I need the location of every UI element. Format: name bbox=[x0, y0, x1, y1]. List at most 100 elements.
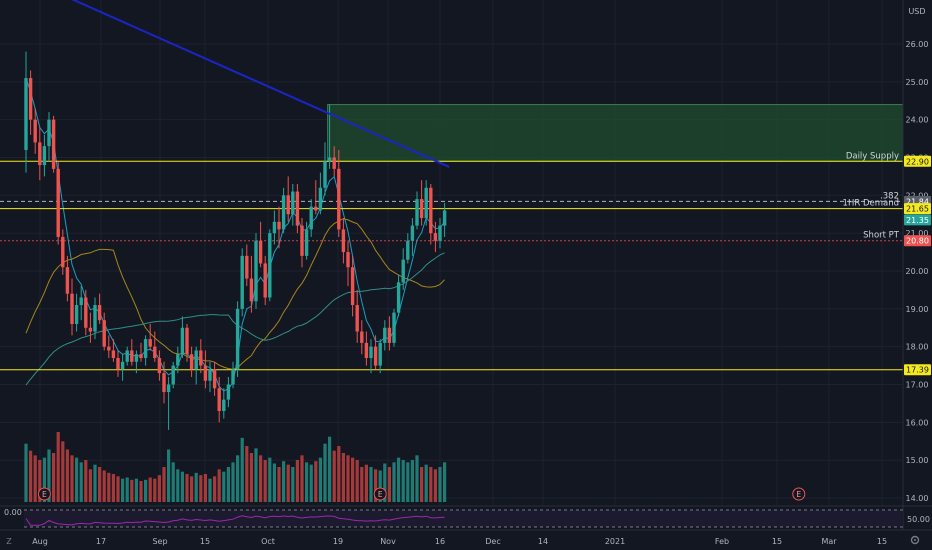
candle-body bbox=[323, 161, 327, 188]
volume-bar bbox=[268, 457, 272, 502]
volume-bar bbox=[167, 449, 171, 502]
candle-body bbox=[185, 327, 189, 355]
volume-bar bbox=[443, 462, 447, 502]
volume-bar bbox=[208, 478, 212, 502]
earnings-marker[interactable] bbox=[37, 487, 51, 501]
price-axis-panel[interactable] bbox=[903, 0, 932, 506]
candle-body bbox=[107, 346, 111, 351]
volume-bar bbox=[203, 474, 207, 502]
candle-body bbox=[153, 346, 157, 359]
volume-bar bbox=[33, 455, 37, 502]
time-tick-label: Sep bbox=[152, 537, 167, 546]
time-tick-label: 15 bbox=[877, 537, 887, 546]
volume-bar bbox=[236, 455, 240, 502]
candle-body bbox=[272, 221, 277, 234]
volume-bar bbox=[346, 455, 350, 502]
candle-body bbox=[120, 361, 125, 370]
price-badge-text: 21.35 bbox=[906, 216, 929, 225]
price-tick-label: 14.00 bbox=[906, 494, 929, 503]
candle-body bbox=[79, 297, 83, 306]
time-tick-label: 15 bbox=[200, 537, 210, 546]
time-tick-label: 15 bbox=[772, 537, 782, 546]
volume-bar bbox=[199, 475, 203, 502]
candle-body bbox=[318, 187, 323, 211]
price-badge bbox=[904, 235, 931, 247]
volume-bar bbox=[70, 455, 74, 502]
volume-bar bbox=[282, 461, 286, 502]
volume-bar bbox=[75, 457, 79, 502]
candle-body bbox=[134, 354, 139, 362]
level-label: 1HR Demand bbox=[843, 199, 899, 209]
volume-bar bbox=[295, 460, 299, 502]
candle-body bbox=[148, 339, 152, 347]
volume-bar bbox=[102, 470, 106, 502]
earnings-marker[interactable] bbox=[792, 487, 806, 501]
volume-bar bbox=[194, 472, 198, 502]
volume-bar bbox=[272, 463, 276, 502]
candle-body bbox=[286, 195, 290, 215]
volume-bar bbox=[415, 455, 419, 502]
time-tick-label: Nov bbox=[380, 537, 396, 546]
candle-body bbox=[171, 365, 175, 385]
candle-body bbox=[263, 263, 267, 298]
earnings-marker[interactable] bbox=[373, 487, 387, 501]
volume-bar bbox=[420, 467, 424, 502]
candle-body bbox=[199, 350, 203, 366]
volume-bar bbox=[79, 462, 83, 502]
rsi-left-label: 0.00 bbox=[4, 508, 22, 517]
volume-bar bbox=[286, 464, 290, 502]
candle-body bbox=[97, 305, 102, 321]
price-tick-label: 21.00 bbox=[906, 229, 929, 238]
volume-bar bbox=[47, 449, 51, 502]
level-label: .382 bbox=[880, 191, 899, 201]
volume-bar bbox=[231, 462, 235, 502]
candle-body bbox=[332, 157, 336, 169]
descending-trendline[interactable] bbox=[54, 0, 450, 168]
candle-body bbox=[300, 225, 304, 256]
volume-bar bbox=[185, 474, 189, 502]
axis-mode-z-button[interactable]: Z bbox=[6, 537, 12, 546]
time-tick-label: 19 bbox=[333, 537, 343, 546]
time-tick-label: Mar bbox=[821, 537, 837, 546]
volume-bar bbox=[355, 460, 359, 502]
price-tick-label: 22.00 bbox=[906, 191, 929, 200]
volume-bar bbox=[438, 467, 442, 502]
price-tick-label: 15.00 bbox=[906, 456, 929, 465]
earnings-marker-label: E bbox=[42, 490, 47, 499]
volume-bar bbox=[291, 467, 295, 502]
candle-body bbox=[281, 195, 286, 230]
price-badge bbox=[904, 203, 931, 215]
candle-body bbox=[235, 308, 240, 370]
price-tick-label: 18.00 bbox=[906, 343, 929, 352]
price-badge-text: 21.84 bbox=[906, 197, 929, 206]
volume-bar bbox=[29, 450, 33, 502]
price-badge-text: 17.39 bbox=[906, 366, 929, 375]
volume-bar bbox=[107, 472, 111, 502]
volume-bar bbox=[84, 460, 88, 502]
rsi-right-label: 50.00 bbox=[907, 515, 930, 524]
candle-body bbox=[309, 206, 313, 230]
candle-body bbox=[291, 191, 295, 215]
candle-body bbox=[93, 305, 97, 332]
volume-bar bbox=[314, 461, 318, 502]
candle-body bbox=[337, 168, 341, 230]
candle-body bbox=[130, 350, 134, 362]
volume-bar bbox=[263, 460, 267, 502]
candle-body bbox=[277, 221, 281, 230]
volume-bar bbox=[176, 469, 180, 502]
price-tick-label: 16.00 bbox=[906, 418, 929, 427]
candle-body bbox=[254, 240, 258, 302]
volume-bar bbox=[341, 453, 345, 502]
gear-icon[interactable] bbox=[910, 535, 920, 545]
time-tick-labels[interactable]: Aug 17 Sep 15 Oct 19 Nov 16 Dec 14 2021 Feb 15 Mar 15 bbox=[32, 537, 887, 546]
time-tick-label: 16 bbox=[435, 537, 445, 546]
volume-bar bbox=[38, 460, 42, 502]
candle-body bbox=[341, 229, 346, 253]
volume-bar bbox=[429, 467, 433, 502]
price-tick-label: 19.00 bbox=[906, 305, 929, 314]
rsi-band bbox=[24, 510, 903, 527]
price-tick-label: 17.00 bbox=[906, 381, 929, 390]
